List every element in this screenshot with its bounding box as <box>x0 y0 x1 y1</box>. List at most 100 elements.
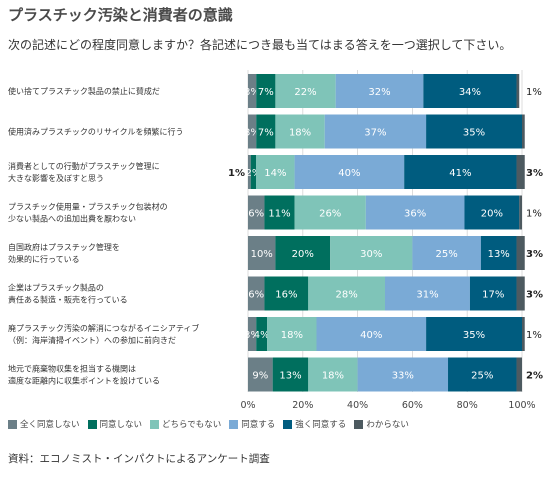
data-label: 18% <box>322 371 344 382</box>
bar-segment <box>426 114 522 149</box>
data-label: 34% <box>459 87 481 98</box>
data-label: 14% <box>264 168 286 179</box>
data-label: 1% <box>526 330 542 341</box>
bar-segment <box>250 155 257 189</box>
data-label: 40% <box>360 330 382 341</box>
bar-segment <box>365 195 465 230</box>
bar-segment <box>448 357 517 392</box>
bar-segment <box>522 114 525 149</box>
data-label: 17% <box>482 290 504 301</box>
bar-segment <box>256 317 268 351</box>
data-label: 3% <box>526 168 543 179</box>
bar-segment <box>516 74 520 108</box>
legend-item: どちらでもない <box>150 418 221 430</box>
data-label: 11% <box>268 209 290 220</box>
bar-segment <box>248 155 251 189</box>
data-label: 37% <box>364 128 386 139</box>
bar-segment <box>264 195 295 230</box>
x-tick-label: 80% <box>457 400 478 411</box>
bar-segment <box>256 74 276 108</box>
bar-segment <box>330 236 413 270</box>
data-label: 25% <box>471 371 493 382</box>
data-label: 30% <box>360 249 382 260</box>
bar-segment <box>324 114 427 149</box>
x-tick-label: 40% <box>347 400 368 411</box>
category-label: 地元で廃棄物収集を担当する機関は適度な距離内に収集ポイントを設けている <box>8 364 160 386</box>
data-label: 18% <box>289 128 311 139</box>
data-label: 35% <box>463 330 485 341</box>
legend-swatch <box>87 419 97 429</box>
category-label: 企業はプラスチック製品の責任ある製造・販売を行っている <box>8 283 128 305</box>
data-label: 25% <box>436 249 458 260</box>
category-label: 廃プラスチック汚染の解消につながるイニシアティブ（例：海岸清掃イベント）への参加… <box>8 323 199 345</box>
data-label: 7% <box>258 128 274 139</box>
data-label: 20% <box>481 209 503 220</box>
bar-segment <box>426 317 522 351</box>
bar-segment <box>464 195 520 230</box>
data-label: 22% <box>294 87 316 98</box>
data-label: 4% <box>254 330 270 341</box>
data-label: 3% <box>526 290 543 301</box>
bar-segment <box>480 236 517 270</box>
bar-segment <box>385 276 470 311</box>
bar-segment <box>519 195 522 230</box>
bar-segment <box>275 74 336 108</box>
category-label: 使い捨てプラスチック製品の禁止に賛成だ <box>8 86 160 96</box>
chart-subtitle: 次の記述にどの程度同意しますか？各記述につき最も当てはまる答えを一つ選択して下さ… <box>8 38 512 52</box>
category-label: 消費者としての行動がプラスチック管理に大きな影響を及ぼすと思う <box>8 161 160 183</box>
legend-item: わからない <box>354 418 409 430</box>
bar-segment <box>272 357 309 392</box>
x-tick-label: 60% <box>402 400 423 411</box>
bar-segment <box>469 276 517 311</box>
data-label: 13% <box>488 249 510 260</box>
data-label: 32% <box>368 87 390 98</box>
data-label: 3% <box>244 128 260 139</box>
bar-segment <box>522 317 525 351</box>
data-label: 41% <box>449 168 471 179</box>
bar-segment <box>294 195 366 230</box>
bar-segment <box>267 317 317 351</box>
category-label: 使用済みプラスチックのリサイクルを頻繁に行う <box>8 127 183 137</box>
data-label: 3% <box>244 330 260 341</box>
bar-segment <box>412 236 481 270</box>
data-label: 7% <box>258 87 274 98</box>
bar-segment <box>516 236 525 270</box>
data-label: 1% <box>228 168 245 179</box>
data-label: 18% <box>281 330 303 341</box>
data-label: 28% <box>336 290 358 301</box>
category-label: 自国政府はプラスチック管理を効果的に行っている <box>8 242 120 264</box>
bar-segment <box>248 357 273 392</box>
x-tick-label: 20% <box>292 400 313 411</box>
data-label: 31% <box>416 290 438 301</box>
chart-title: プラスチック汚染と消費者の意識 <box>8 6 233 24</box>
bar-segment <box>308 276 385 311</box>
data-label: 35% <box>463 128 485 139</box>
bar-segment <box>516 357 522 392</box>
source-note: 資料：エコノミスト・インパクトによるアンケート調査 <box>8 453 270 465</box>
bar-segment <box>316 317 427 351</box>
data-label: 20% <box>292 249 314 260</box>
bar-segment <box>275 236 331 270</box>
data-label: 3% <box>526 249 543 260</box>
bar-segment <box>335 74 424 108</box>
data-label: 1% <box>526 209 542 220</box>
bar-segment <box>248 317 257 351</box>
data-label: 9% <box>252 371 268 382</box>
bar-segment <box>248 276 265 311</box>
legend-item: 全く同意しない <box>8 418 80 430</box>
bar-segment <box>248 236 276 270</box>
data-label: 26% <box>319 209 341 220</box>
data-label: 10% <box>251 249 273 260</box>
data-label: 40% <box>338 168 360 179</box>
legend-label: 同意する <box>241 420 276 430</box>
x-tick-label: 0% <box>240 400 255 411</box>
data-label: 13% <box>279 371 301 382</box>
bar-segment <box>357 357 449 392</box>
data-label: 6% <box>248 290 264 301</box>
data-label: 6% <box>248 209 264 220</box>
bar-segment <box>423 74 517 108</box>
legend-swatch <box>150 419 160 429</box>
bar-segment <box>264 276 309 311</box>
data-label: 33% <box>392 371 414 382</box>
